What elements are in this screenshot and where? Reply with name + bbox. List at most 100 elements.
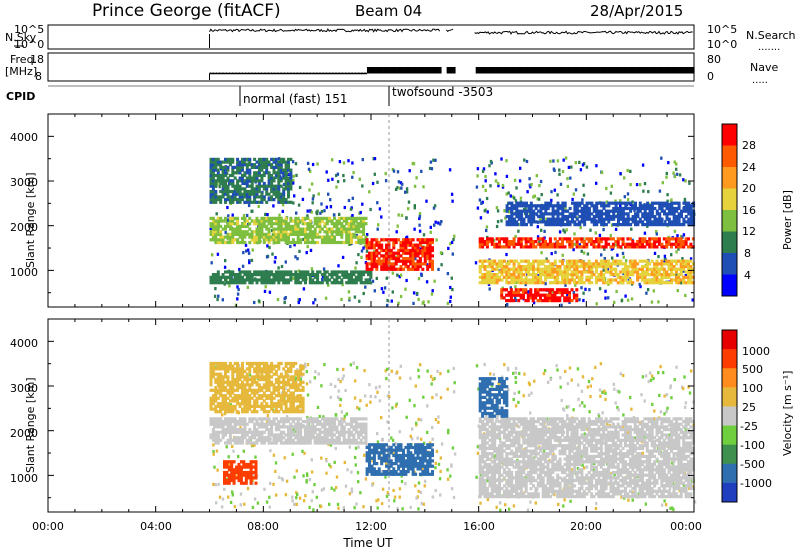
region-cell [431, 246, 434, 250]
scatter-cell [523, 447, 526, 451]
region-cell [670, 267, 673, 271]
region-cell [657, 262, 661, 266]
scatter-cell [595, 501, 598, 506]
region-cell [505, 242, 509, 246]
region-cell [260, 184, 264, 188]
region-cell [216, 275, 220, 279]
scatter-cell [414, 257, 417, 261]
freq-twofsound-bar [590, 67, 593, 74]
region-cell [257, 173, 261, 178]
region-cell [534, 293, 538, 297]
region-cell [299, 281, 303, 285]
region-cell [519, 296, 523, 300]
region-cell [633, 270, 637, 274]
scatter-cell [660, 425, 663, 429]
region-cell [236, 238, 240, 242]
freq-twofsound-bar [610, 67, 612, 74]
region-cell [216, 160, 220, 164]
region-cell [211, 275, 215, 279]
region-cell [243, 235, 247, 239]
freq-twofsound-bar [586, 67, 589, 74]
region-cell [382, 254, 386, 258]
region-cell [352, 281, 356, 285]
region-cell [684, 240, 688, 244]
region-cell [345, 238, 349, 242]
region-cell [658, 220, 662, 224]
region-cell [270, 235, 274, 239]
region-cell [385, 265, 388, 269]
region-cell [670, 204, 674, 208]
nave-dot [338, 72, 340, 74]
region-cell [565, 299, 569, 303]
region-cell [270, 163, 274, 167]
region-cell [488, 237, 492, 241]
region-cell [426, 240, 430, 245]
freq-tick-high: 18 [30, 53, 44, 66]
region-cell [418, 251, 422, 255]
region-cell [687, 206, 691, 211]
region-cell [399, 265, 403, 269]
region-cell [587, 270, 591, 274]
scatter-cell [528, 177, 531, 181]
freq-twofsound-bar [431, 67, 433, 74]
freq-twofsound-bar [560, 67, 563, 74]
scatter-cell [599, 394, 602, 398]
region-cell [238, 168, 242, 172]
region-cell [279, 176, 283, 180]
region-cell [368, 257, 371, 261]
scatter-cell [355, 366, 359, 370]
region-cell [399, 254, 403, 258]
freq-twofsound-bar [551, 67, 553, 74]
region-cell [294, 275, 298, 279]
region-cell [541, 299, 545, 303]
region-cell [337, 281, 341, 285]
scatter-cell [505, 159, 508, 163]
region-cell [679, 262, 683, 266]
freq-twofsound-bar [394, 67, 397, 74]
freq-twofsound-bar [572, 67, 575, 74]
region-cell [404, 238, 408, 242]
region-cell [368, 262, 371, 266]
region-cell [236, 240, 240, 245]
region-cell [507, 267, 511, 271]
scatter-cell [450, 240, 454, 244]
scatter-cell [391, 406, 394, 410]
scatter-cell [430, 292, 434, 296]
region-cell [231, 235, 235, 239]
scatter-cell [247, 223, 250, 227]
region-cell [551, 267, 555, 271]
scatter-cell [440, 263, 443, 267]
freq-twofsound-bar [684, 67, 686, 74]
freq-twofsound-bar [482, 67, 484, 74]
region-cell [580, 245, 584, 249]
region-cell [354, 281, 358, 285]
scatter-cell [617, 408, 620, 412]
region-cell [228, 163, 232, 167]
region-cell [682, 223, 686, 227]
region-cell [674, 245, 678, 249]
nave-tick-low: 0 [707, 70, 714, 83]
region-cell [394, 257, 398, 261]
scatter-cell [513, 196, 516, 200]
region-cell [262, 238, 266, 242]
scatter-cell [568, 300, 571, 304]
scatter-cell [231, 444, 234, 448]
region-cell [287, 160, 290, 164]
scatter-cell [420, 169, 423, 173]
power-heatmap [209, 156, 696, 307]
scatter-cell [530, 391, 533, 395]
region-cell [241, 198, 244, 202]
freq-twofsound-bar [412, 67, 414, 74]
scatter-cell [418, 223, 421, 227]
region-cell [243, 273, 247, 277]
scatter-cell [688, 486, 691, 490]
region-cell [553, 296, 557, 300]
region-cell [209, 222, 213, 226]
region-cell [653, 201, 657, 205]
region-cell [277, 187, 281, 191]
region-cell [250, 275, 254, 279]
region-cell [313, 240, 317, 245]
region-cell [665, 204, 669, 208]
region-cell [670, 262, 673, 266]
scatter-cell [496, 181, 500, 185]
